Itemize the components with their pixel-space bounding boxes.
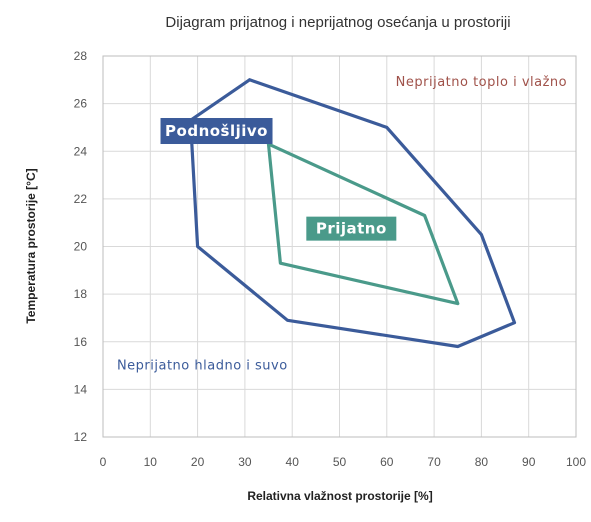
plot-frame bbox=[102, 55, 577, 438]
y-tick-label: 18 bbox=[74, 287, 88, 301]
series-label-box-1 bbox=[306, 216, 397, 241]
series-outline-0 bbox=[188, 78, 517, 349]
series-outline-1 bbox=[266, 142, 460, 306]
y-tick-label: 12 bbox=[74, 430, 88, 444]
x-tick-label: 70 bbox=[427, 455, 441, 469]
chart-title: Dijagram prijatnog i neprijatnog osećanj… bbox=[165, 14, 510, 31]
series bbox=[188, 78, 517, 349]
y-axis-label: Temperatura prostorije [°C] bbox=[24, 168, 38, 323]
x-tick-labels: 0 10 20 30 40 50 60 70 80 90 100 bbox=[100, 455, 587, 469]
y-tick-labels: 12 14 16 18 20 22 24 26 28 bbox=[74, 49, 88, 444]
series-label-1: Prijatno bbox=[316, 220, 387, 238]
y-tick-label: 28 bbox=[74, 49, 88, 63]
x-tick-label: 90 bbox=[522, 455, 536, 469]
grid bbox=[102, 55, 577, 438]
series-label-0: Podnošljivo bbox=[165, 122, 268, 140]
x-tick-label: 50 bbox=[333, 455, 347, 469]
annotations: Neprijatno toplo i vlažno Neprijatno hlad… bbox=[117, 75, 567, 373]
series-labels: Podnošljivo Prijatno bbox=[160, 118, 397, 241]
x-tick-label: 60 bbox=[380, 455, 394, 469]
y-tick-label: 20 bbox=[74, 240, 88, 254]
y-tick-label: 22 bbox=[74, 192, 88, 206]
y-tick-label: 26 bbox=[74, 97, 88, 111]
y-tick-label: 16 bbox=[74, 335, 88, 349]
x-tick-label: 20 bbox=[191, 455, 205, 469]
x-tick-label: 40 bbox=[286, 455, 300, 469]
y-tick-label: 24 bbox=[74, 144, 88, 158]
y-tick-label: 14 bbox=[74, 382, 88, 396]
series-label-box-0 bbox=[160, 118, 273, 145]
region-annotation-0: Neprijatno toplo i vlažno bbox=[396, 75, 567, 90]
x-tick-label: 10 bbox=[144, 455, 158, 469]
x-tick-label: 0 bbox=[100, 455, 107, 469]
x-tick-label: 100 bbox=[566, 455, 586, 469]
region-annotation-1: Neprijatno hladno i suvo bbox=[117, 359, 288, 374]
x-tick-label: 30 bbox=[238, 455, 252, 469]
x-axis-label: Relativna vlažnost prostorije [%] bbox=[247, 489, 432, 503]
x-tick-label: 80 bbox=[475, 455, 489, 469]
